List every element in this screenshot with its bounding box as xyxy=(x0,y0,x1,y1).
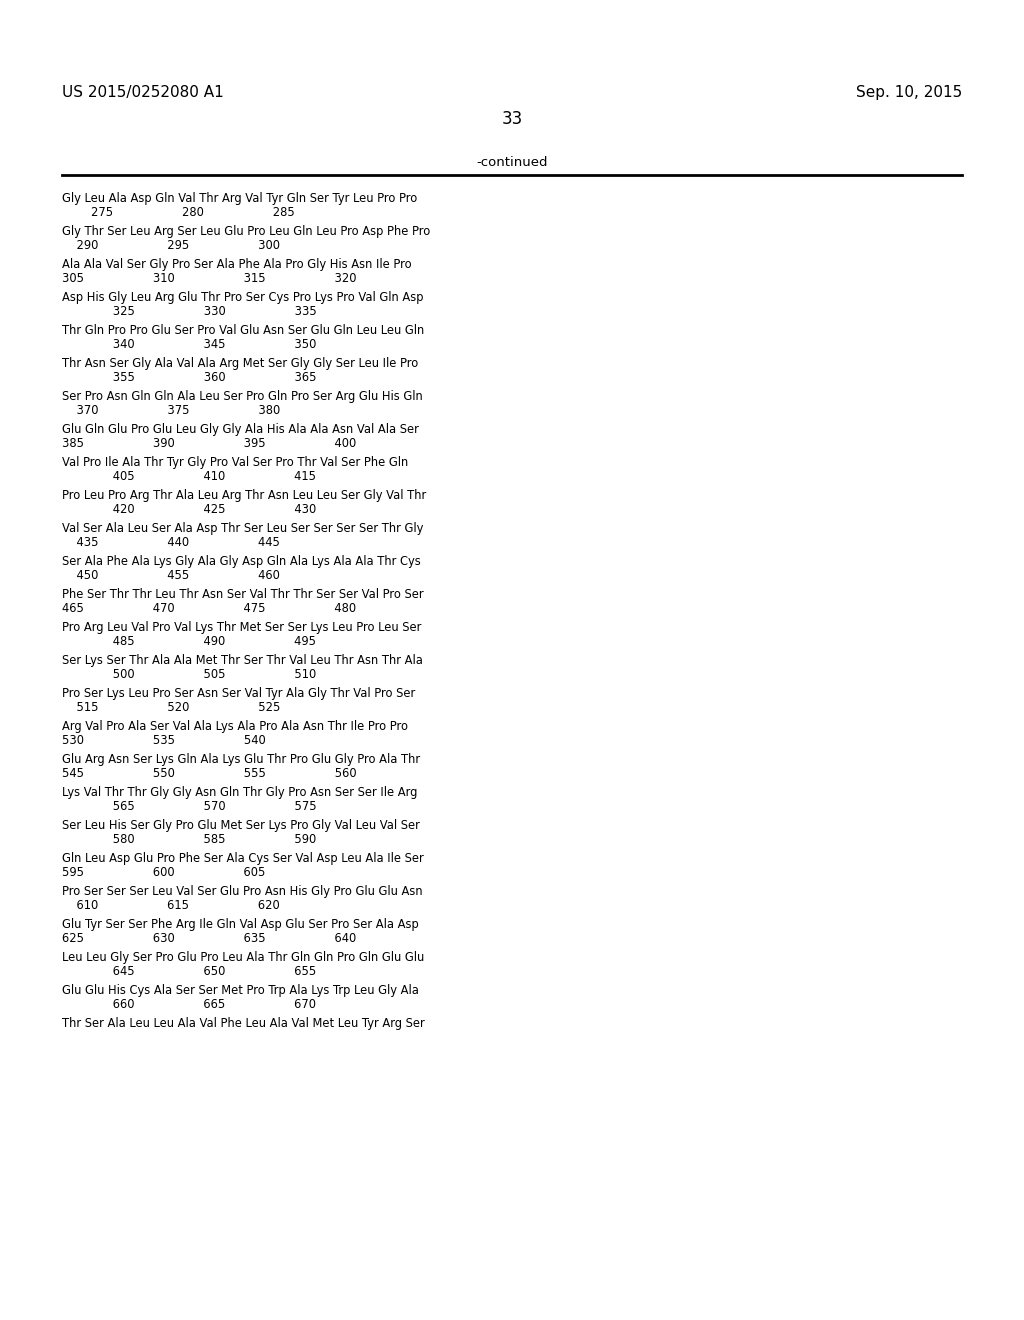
Text: Pro Arg Leu Val Pro Val Lys Thr Met Ser Ser Lys Leu Pro Leu Ser: Pro Arg Leu Val Pro Val Lys Thr Met Ser … xyxy=(62,620,421,634)
Text: Ser Ala Phe Ala Lys Gly Ala Gly Asp Gln Ala Lys Ala Ala Thr Cys: Ser Ala Phe Ala Lys Gly Ala Gly Asp Gln … xyxy=(62,554,421,568)
Text: Glu Glu His Cys Ala Ser Ser Met Pro Trp Ala Lys Trp Leu Gly Ala: Glu Glu His Cys Ala Ser Ser Met Pro Trp … xyxy=(62,983,419,997)
Text: 340                   345                   350: 340 345 350 xyxy=(62,338,316,351)
Text: Asp His Gly Leu Arg Glu Thr Pro Ser Cys Pro Lys Pro Val Gln Asp: Asp His Gly Leu Arg Glu Thr Pro Ser Cys … xyxy=(62,290,424,304)
Text: Gly Leu Ala Asp Gln Val Thr Arg Val Tyr Gln Ser Tyr Leu Pro Pro: Gly Leu Ala Asp Gln Val Thr Arg Val Tyr … xyxy=(62,191,417,205)
Text: 645                   650                   655: 645 650 655 xyxy=(62,965,316,978)
Text: Glu Arg Asn Ser Lys Gln Ala Lys Glu Thr Pro Glu Gly Pro Ala Thr: Glu Arg Asn Ser Lys Gln Ala Lys Glu Thr … xyxy=(62,752,420,766)
Text: Val Ser Ala Leu Ser Ala Asp Thr Ser Leu Ser Ser Ser Ser Thr Gly: Val Ser Ala Leu Ser Ala Asp Thr Ser Leu … xyxy=(62,521,423,535)
Text: 660                   665                   670: 660 665 670 xyxy=(62,998,316,1011)
Text: US 2015/0252080 A1: US 2015/0252080 A1 xyxy=(62,84,224,100)
Text: Lys Val Thr Thr Gly Gly Asn Gln Thr Gly Pro Asn Ser Ser Ile Arg: Lys Val Thr Thr Gly Gly Asn Gln Thr Gly … xyxy=(62,785,418,799)
Text: 530                   535                   540: 530 535 540 xyxy=(62,734,266,747)
Text: Ser Lys Ser Thr Ala Ala Met Thr Ser Thr Val Leu Thr Asn Thr Ala: Ser Lys Ser Thr Ala Ala Met Thr Ser Thr … xyxy=(62,653,423,667)
Text: Gly Thr Ser Leu Arg Ser Leu Glu Pro Leu Gln Leu Pro Asp Phe Pro: Gly Thr Ser Leu Arg Ser Leu Glu Pro Leu … xyxy=(62,224,430,238)
Text: 515                   520                   525: 515 520 525 xyxy=(62,701,281,714)
Text: 325                   330                   335: 325 330 335 xyxy=(62,305,316,318)
Text: Glu Tyr Ser Ser Phe Arg Ile Gln Val Asp Glu Ser Pro Ser Ala Asp: Glu Tyr Ser Ser Phe Arg Ile Gln Val Asp … xyxy=(62,917,419,931)
Text: 33: 33 xyxy=(502,110,522,128)
Text: Thr Asn Ser Gly Ala Val Ala Arg Met Ser Gly Gly Ser Leu Ile Pro: Thr Asn Ser Gly Ala Val Ala Arg Met Ser … xyxy=(62,356,418,370)
Text: 370                   375                   380: 370 375 380 xyxy=(62,404,281,417)
Text: Val Pro Ile Ala Thr Tyr Gly Pro Val Ser Pro Thr Val Ser Phe Gln: Val Pro Ile Ala Thr Tyr Gly Pro Val Ser … xyxy=(62,455,409,469)
Text: Arg Val Pro Ala Ser Val Ala Lys Ala Pro Ala Asn Thr Ile Pro Pro: Arg Val Pro Ala Ser Val Ala Lys Ala Pro … xyxy=(62,719,408,733)
Text: Sep. 10, 2015: Sep. 10, 2015 xyxy=(856,84,962,100)
Text: Thr Ser Ala Leu Leu Ala Val Phe Leu Ala Val Met Leu Tyr Arg Ser: Thr Ser Ala Leu Leu Ala Val Phe Leu Ala … xyxy=(62,1016,425,1030)
Text: 625                   630                   635                   640: 625 630 635 640 xyxy=(62,932,356,945)
Text: 275                   280                   285: 275 280 285 xyxy=(62,206,295,219)
Text: Ala Ala Val Ser Gly Pro Ser Ala Phe Ala Pro Gly His Asn Ile Pro: Ala Ala Val Ser Gly Pro Ser Ala Phe Ala … xyxy=(62,257,412,271)
Text: Pro Ser Ser Ser Leu Val Ser Glu Pro Asn His Gly Pro Glu Glu Asn: Pro Ser Ser Ser Leu Val Ser Glu Pro Asn … xyxy=(62,884,423,898)
Text: 355                   360                   365: 355 360 365 xyxy=(62,371,316,384)
Text: 485                   490                   495: 485 490 495 xyxy=(62,635,316,648)
Text: -continued: -continued xyxy=(476,156,548,169)
Text: 595                   600                   605: 595 600 605 xyxy=(62,866,265,879)
Text: 545                   550                   555                   560: 545 550 555 560 xyxy=(62,767,356,780)
Text: 435                   440                   445: 435 440 445 xyxy=(62,536,280,549)
Text: Ser Pro Asn Gln Gln Ala Leu Ser Pro Gln Pro Ser Arg Glu His Gln: Ser Pro Asn Gln Gln Ala Leu Ser Pro Gln … xyxy=(62,389,423,403)
Text: 385                   390                   395                   400: 385 390 395 400 xyxy=(62,437,356,450)
Text: 450                   455                   460: 450 455 460 xyxy=(62,569,280,582)
Text: 500                   505                   510: 500 505 510 xyxy=(62,668,316,681)
Text: Phe Ser Thr Thr Leu Thr Asn Ser Val Thr Thr Ser Ser Val Pro Ser: Phe Ser Thr Thr Leu Thr Asn Ser Val Thr … xyxy=(62,587,424,601)
Text: 565                   570                   575: 565 570 575 xyxy=(62,800,316,813)
Text: 405                   410                   415: 405 410 415 xyxy=(62,470,316,483)
Text: 305                   310                   315                   320: 305 310 315 320 xyxy=(62,272,356,285)
Text: Pro Ser Lys Leu Pro Ser Asn Ser Val Tyr Ala Gly Thr Val Pro Ser: Pro Ser Lys Leu Pro Ser Asn Ser Val Tyr … xyxy=(62,686,416,700)
Text: 610                   615                   620: 610 615 620 xyxy=(62,899,280,912)
Text: Leu Leu Gly Ser Pro Glu Pro Leu Ala Thr Gln Gln Pro Gln Glu Glu: Leu Leu Gly Ser Pro Glu Pro Leu Ala Thr … xyxy=(62,950,424,964)
Text: 465                   470                   475                   480: 465 470 475 480 xyxy=(62,602,356,615)
Text: 420                   425                   430: 420 425 430 xyxy=(62,503,316,516)
Text: 580                   585                   590: 580 585 590 xyxy=(62,833,316,846)
Text: Pro Leu Pro Arg Thr Ala Leu Arg Thr Asn Leu Leu Ser Gly Val Thr: Pro Leu Pro Arg Thr Ala Leu Arg Thr Asn … xyxy=(62,488,426,502)
Text: Thr Gln Pro Pro Glu Ser Pro Val Glu Asn Ser Glu Gln Leu Leu Gln: Thr Gln Pro Pro Glu Ser Pro Val Glu Asn … xyxy=(62,323,424,337)
Text: Gln Leu Asp Glu Pro Phe Ser Ala Cys Ser Val Asp Leu Ala Ile Ser: Gln Leu Asp Glu Pro Phe Ser Ala Cys Ser … xyxy=(62,851,424,865)
Text: Ser Leu His Ser Gly Pro Glu Met Ser Lys Pro Gly Val Leu Val Ser: Ser Leu His Ser Gly Pro Glu Met Ser Lys … xyxy=(62,818,420,832)
Text: Glu Gln Glu Pro Glu Leu Gly Gly Ala His Ala Ala Asn Val Ala Ser: Glu Gln Glu Pro Glu Leu Gly Gly Ala His … xyxy=(62,422,419,436)
Text: 290                   295                   300: 290 295 300 xyxy=(62,239,280,252)
